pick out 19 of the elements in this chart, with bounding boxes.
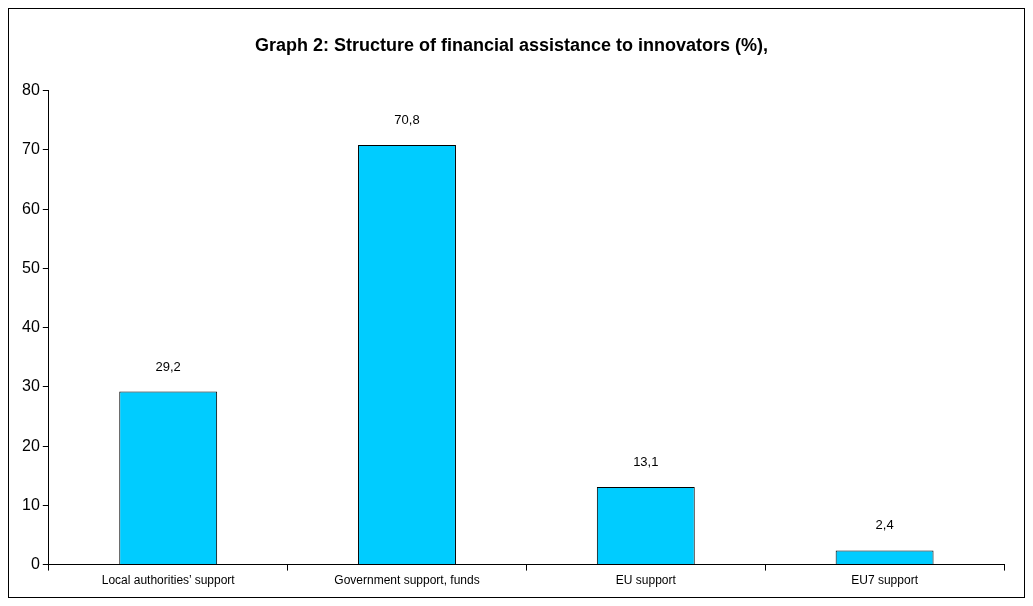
y-tick-label: 40 <box>22 318 40 336</box>
x-tick-label: Government support, funds <box>334 573 480 588</box>
chart-frame: Graph 2: Structure of financial assistance to innovators (%), Local authorities’ support Government support, funds EU support EU7 support 0 10 20 30 40 50 60 70 80 29,2 70,8 13,1 2,4 <box>8 8 1025 598</box>
x-tick-label: EU support <box>615 573 677 588</box>
y-tick-label: 50 <box>22 258 40 276</box>
data-label: 70,8 <box>394 112 420 128</box>
y-tick-label: 30 <box>22 377 40 395</box>
data-label: 29,2 <box>155 358 181 374</box>
y-tick-label: 60 <box>22 199 40 217</box>
x-tick-label: EU7 support <box>851 573 919 588</box>
chart-title: Graph 2: Structure of financial assistance to innovators (%), <box>254 34 769 55</box>
data-label: 2,4 <box>875 517 894 533</box>
y-tick-label: 20 <box>22 436 40 454</box>
y-tick-label: 80 <box>22 81 40 99</box>
y-tick-label: 70 <box>22 140 40 158</box>
x-tick-label: Local authorities’ support <box>101 573 236 588</box>
y-tick-label: 0 <box>30 555 40 573</box>
y-tick-label: 10 <box>22 495 40 513</box>
data-label: 13,1 <box>633 454 659 470</box>
